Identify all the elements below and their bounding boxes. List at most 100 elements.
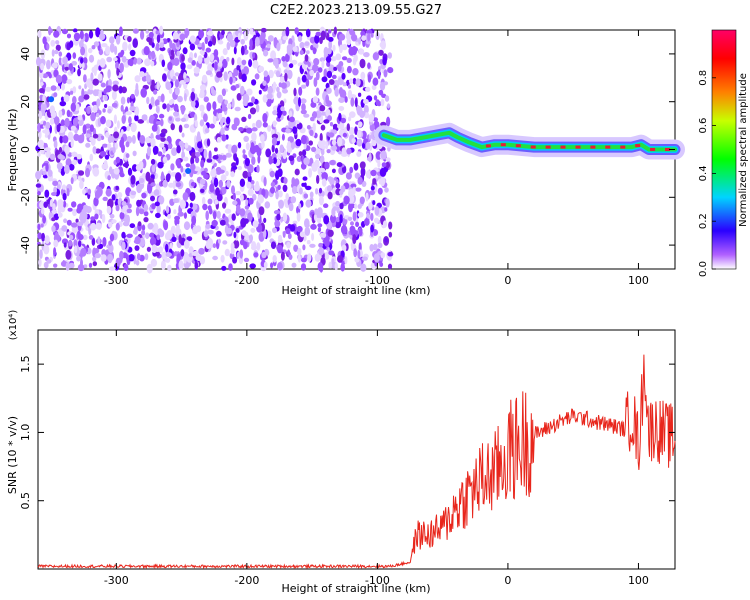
noise-speckle xyxy=(243,257,250,263)
noise-speckle xyxy=(115,156,121,164)
noise-speckle xyxy=(266,43,271,49)
noise-speckle xyxy=(88,30,94,39)
noise-speckle xyxy=(115,61,119,70)
noise-speckle xyxy=(216,210,221,219)
noise-speckle xyxy=(100,135,105,140)
noise-speckle xyxy=(328,79,335,85)
noise-speckle xyxy=(80,247,87,257)
noise-speckle xyxy=(159,46,166,52)
noise-speckle xyxy=(331,168,336,174)
noise-speckle xyxy=(327,229,334,237)
noise-speckle xyxy=(338,33,346,41)
snr-y-label: SNR (10 * v/v) xyxy=(6,416,19,494)
noise-speckle xyxy=(218,112,223,120)
noise-speckle xyxy=(285,228,291,235)
noise-speckle xyxy=(273,210,281,215)
noise-speckle xyxy=(171,236,177,242)
noise-speckle xyxy=(99,58,106,68)
noise-speckle xyxy=(165,205,170,214)
noise-speckle xyxy=(367,32,371,42)
noise-speckle xyxy=(333,66,338,71)
noise-speckle xyxy=(169,242,173,249)
noise-speckle xyxy=(77,264,85,272)
noise-speckle xyxy=(178,234,182,244)
noise-speckle xyxy=(68,240,73,247)
noise-speckle xyxy=(326,185,333,192)
noise-speckle xyxy=(96,98,101,107)
noise-speckle xyxy=(256,242,261,251)
noise-speckle xyxy=(140,30,145,40)
noise-speckle xyxy=(341,72,346,80)
noise-speckle xyxy=(64,117,70,128)
noise-speckle xyxy=(355,78,361,87)
noise-speckle xyxy=(308,140,314,146)
noise-speckle xyxy=(115,257,121,267)
noise-speckle xyxy=(226,116,231,125)
noise-speckle xyxy=(77,234,84,241)
noise-speckle xyxy=(135,163,142,172)
noise-speckle xyxy=(310,101,317,108)
noise-speckle xyxy=(114,45,118,56)
noise-speckle xyxy=(320,155,325,164)
noise-speckle xyxy=(249,107,257,115)
noise-speckle xyxy=(348,116,352,122)
noise-speckle xyxy=(241,59,247,66)
noise-speckle xyxy=(387,263,393,270)
noise-speckle xyxy=(66,33,72,39)
noise-speckle xyxy=(167,264,172,272)
noise-speckle xyxy=(62,56,68,64)
noise-speckle xyxy=(203,173,209,179)
x-tick-label: 0 xyxy=(504,574,511,587)
noise-speckle xyxy=(288,155,295,162)
noise-speckle xyxy=(217,238,221,244)
noise-speckle xyxy=(82,57,88,65)
noise-speckle xyxy=(79,213,87,224)
y-tick-label: 0.5 xyxy=(19,492,32,510)
noise-speckle xyxy=(44,235,50,244)
noise-speckle xyxy=(221,265,227,271)
noise-speckle xyxy=(37,122,42,133)
noise-speckle xyxy=(307,61,311,68)
noise-speckle xyxy=(166,173,171,181)
noise-speckle xyxy=(352,186,356,195)
noise-speckle xyxy=(48,96,55,103)
noise-speckle xyxy=(285,26,290,37)
noise-speckle xyxy=(370,32,374,38)
noise-speckle xyxy=(122,221,130,227)
noise-speckle xyxy=(218,169,225,174)
noise-speckle xyxy=(382,56,387,66)
noise-speckle xyxy=(207,229,214,235)
noise-speckle xyxy=(180,117,187,123)
noise-speckle xyxy=(120,136,125,147)
noise-speckle xyxy=(247,212,253,222)
noise-speckle xyxy=(226,227,233,235)
noise-speckle xyxy=(258,206,265,216)
noise-speckle xyxy=(105,131,110,138)
noise-speckle xyxy=(57,199,64,209)
noise-speckle xyxy=(339,190,344,195)
noise-speckle xyxy=(251,156,256,165)
noise-speckle xyxy=(280,106,285,112)
noise-speckle xyxy=(192,225,199,235)
noise-speckle xyxy=(272,81,277,91)
noise-speckle xyxy=(233,231,237,239)
noise-speckle xyxy=(105,86,112,93)
noise-speckle xyxy=(181,54,185,62)
noise-speckle xyxy=(340,263,346,272)
noise-speckle xyxy=(349,166,354,174)
noise-speckle xyxy=(331,145,338,151)
noise-speckle xyxy=(315,188,319,195)
noise-speckle xyxy=(114,142,118,150)
noise-speckle xyxy=(157,161,164,169)
noise-speckle xyxy=(334,87,340,97)
noise-speckle xyxy=(151,50,156,60)
noise-speckle xyxy=(235,228,240,233)
noise-speckle xyxy=(300,109,307,115)
noise-speckle xyxy=(44,147,51,152)
noise-speckle xyxy=(356,151,362,158)
noise-speckle xyxy=(68,262,75,269)
noise-speckle xyxy=(272,227,277,234)
noise-speckle xyxy=(384,238,388,243)
noise-speckle xyxy=(175,117,181,122)
noise-speckle xyxy=(59,135,64,144)
